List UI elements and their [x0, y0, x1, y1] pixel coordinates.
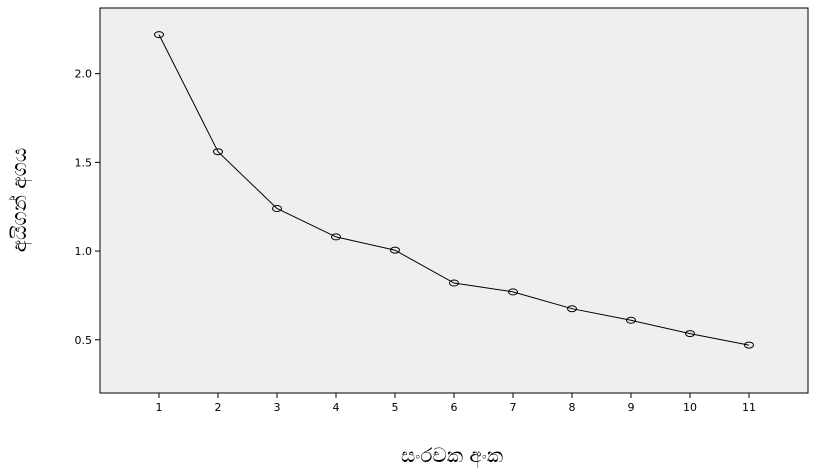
data-point — [390, 246, 400, 254]
x-tick-label: 6 — [451, 401, 458, 414]
x-tick-label: 1 — [156, 401, 163, 414]
y-tick-label: 2.0 — [75, 68, 93, 81]
x-axis-title: සංරචක අංක — [401, 443, 503, 468]
y-tick-label: 0.5 — [75, 334, 93, 347]
data-point — [626, 316, 636, 324]
series-markers — [154, 31, 754, 349]
x-tick-label: 4 — [333, 401, 340, 414]
x-tick-label: 10 — [683, 401, 697, 414]
data-point — [331, 233, 341, 241]
data-point — [154, 31, 164, 39]
x-tick-label: 2 — [215, 401, 222, 414]
plot-area — [99, 7, 809, 394]
x-axis: 1 2 3 4 5 6 7 8 9 10 11 — [156, 393, 756, 414]
data-point — [508, 288, 518, 296]
y-axis: 0.5 1.0 1.5 2.0 — [75, 68, 100, 347]
x-tick-label: 9 — [628, 401, 635, 414]
data-point — [272, 204, 282, 212]
x-tick-label: 3 — [274, 401, 281, 414]
data-point — [213, 148, 223, 156]
data-point — [685, 330, 695, 338]
x-tick-label: 8 — [569, 401, 576, 414]
x-tick-label: 5 — [392, 401, 399, 414]
y-tick-label: 1.5 — [75, 156, 93, 169]
y-tick-label: 1.0 — [75, 245, 93, 258]
y-axis-title: අයිගන් අගය — [7, 148, 32, 253]
x-tick-label: 7 — [510, 401, 517, 414]
data-point — [567, 305, 577, 313]
data-point — [744, 341, 754, 349]
data-point — [449, 279, 459, 287]
x-tick-label: 11 — [742, 401, 756, 414]
series-line — [158, 34, 750, 346]
